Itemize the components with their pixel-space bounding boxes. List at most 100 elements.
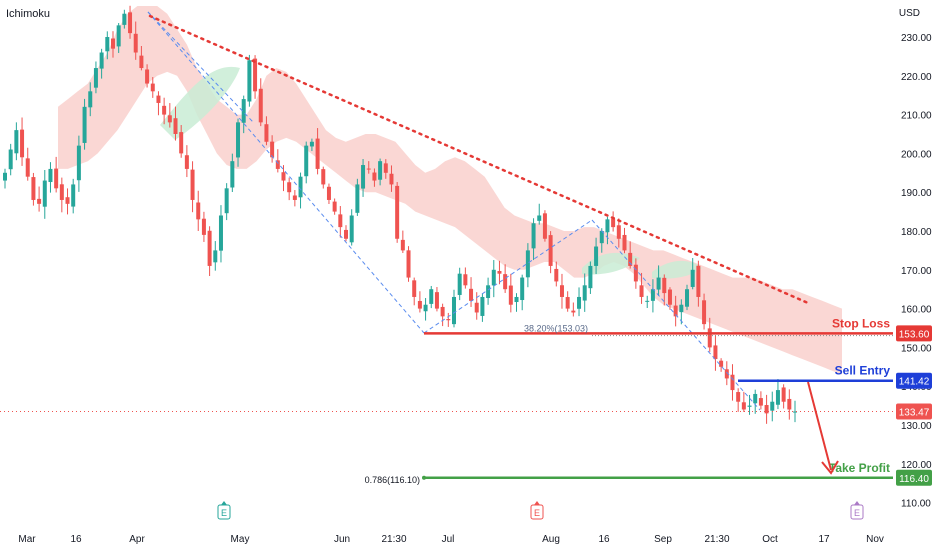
candle-body [497,271,502,274]
candle-body [582,285,587,301]
fib-line-1 [147,11,254,123]
candle-body [88,91,93,108]
candle-body [37,198,42,204]
candle-body [599,231,604,244]
candle-body [520,277,525,301]
candle-body [508,285,513,305]
x-tick-label: Jul [442,534,455,545]
event-marker-pin [221,501,227,505]
candle-body [486,285,491,299]
candle-body [122,13,127,25]
x-tick-label: 21:30 [704,534,729,545]
candle-body [162,105,167,115]
candle-body [3,172,7,181]
candle-body [463,274,468,286]
descending-trendline [148,14,810,305]
candle-body [258,88,263,123]
arrow-shaft [807,381,832,471]
event-marker-label: E [534,508,540,518]
candle-body [395,185,400,239]
candle-body [344,229,349,239]
candle-body [190,169,195,200]
candle-body [150,83,155,92]
candle-body [446,319,451,321]
candle-body [281,172,286,181]
candle-body [474,302,479,313]
event-marker-label: E [221,508,227,518]
candle-body [469,288,474,301]
candle-body [400,239,405,251]
candle-body [116,25,121,47]
candle-body [616,225,621,239]
candle-body [685,289,690,307]
sell-entry-tag: 141.42 [899,377,930,388]
candle-body [133,33,138,53]
candle-body [253,58,258,92]
candle-body [531,223,536,249]
candle-body [156,95,161,103]
candle-body [503,274,508,290]
candle-body [656,277,661,290]
event-marker-pin [534,501,540,505]
candle-body [679,304,684,313]
candle-body [770,401,775,411]
candle-body [696,265,701,297]
candle-body [690,269,695,287]
candle-body [349,215,354,243]
candle-body [196,202,201,220]
x-tick-label: May [231,534,250,545]
candle-body [383,163,388,173]
x-tick-label: 16 [70,534,82,545]
candle-body [315,138,320,169]
candle-body [548,235,553,266]
fib-line-3 [423,219,593,334]
candle-body [628,252,633,266]
candle-body [99,52,104,69]
candle-body [417,300,422,309]
candle-body [173,118,178,134]
candle-body [588,265,593,289]
candle-body [650,289,655,301]
candle-body [412,280,417,297]
candle-body [719,360,724,367]
take-profit-tag-bg [896,469,932,486]
candle-body [207,230,212,266]
candle-body [71,184,76,207]
y-tick-label: 210.00 [901,111,932,122]
event-marker-label: E [854,508,860,518]
y-tick-label: 200.00 [901,149,932,160]
candle-body [389,173,394,185]
candle-body [298,176,303,198]
x-tick-label: 16 [598,534,610,545]
stop-loss-tag: 153.60 [899,329,930,340]
candle-body [457,273,462,295]
ichimoku-cloud [58,6,842,375]
candle-body [230,161,235,188]
candle-body [361,165,366,189]
candle-body [287,182,292,193]
candle-body [139,55,144,69]
candle-body [184,155,189,169]
candle-body [406,250,411,278]
y-tick-label: 150.00 [901,343,932,354]
candle-body [622,234,627,251]
candle-body [434,292,439,309]
candle-body [611,218,616,228]
candle-body [724,369,729,379]
candle-body [707,328,712,348]
current-price-tag: 133.47 [899,408,930,419]
candle-body [793,411,797,413]
candle-body [366,168,371,170]
x-tick-label: Apr [129,534,145,545]
candle-body [31,177,36,200]
candle-body [775,390,780,405]
x-tick-label: Oct [762,534,778,545]
candle-body [76,145,81,181]
indicator-label: Ichimoku [6,8,51,20]
candle-body [224,188,229,214]
y-tick-label: 110.00 [901,499,931,510]
candle-body [667,289,672,305]
fib-label: 38.20%(153.03) [524,324,588,334]
